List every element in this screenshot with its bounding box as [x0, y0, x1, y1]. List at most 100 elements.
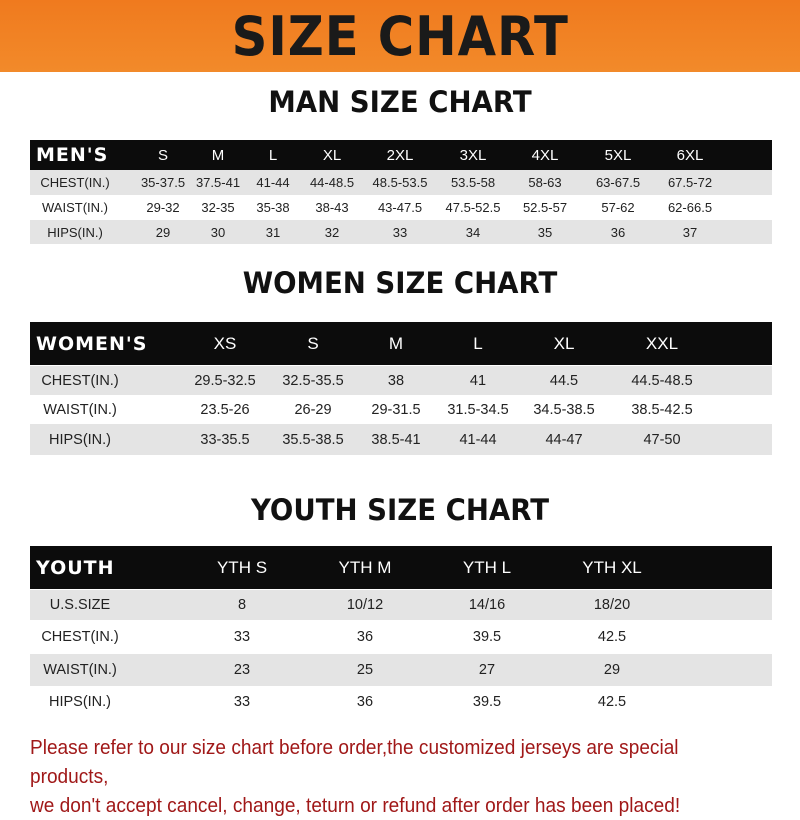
table-row: CHEST(IN.) 33 36 39.5 42.5 [30, 620, 772, 654]
table-cell: 37 [682, 224, 698, 240]
table-cell: 36 [356, 629, 374, 645]
table-cell: 48.5-53.5 [372, 175, 428, 190]
size-column-header: YTH M [338, 557, 392, 577]
table-cell: 32.5-35.5 [282, 372, 344, 389]
youth-header-row: YOUTH YTH S YTH M YTH L YTH XL [30, 546, 772, 589]
disclaimer-note: Please refer to our size chart before or… [30, 733, 737, 820]
table-cell: 42.5 [597, 694, 627, 710]
table-cell: 29.5-32.5 [194, 372, 256, 389]
table-cell: 38 [387, 372, 405, 389]
table-cell: 44-48.5 [309, 175, 355, 190]
table-cell: 10/12 [346, 597, 384, 613]
table-cell: 42.5 [597, 629, 627, 645]
table-cell: 14/16 [468, 597, 506, 613]
table-row: U.S.SIZE 8 10/12 14/16 18/20 [30, 590, 772, 620]
table-cell: 57-62 [601, 200, 635, 215]
men-table-title: MAN SIZE CHART [268, 85, 532, 119]
table-row: CHEST(IN.) 35-37.5 37.5-41 41-44 44-48.5 48.5… [30, 170, 772, 195]
measurement-label: WAIST(IN.) [42, 200, 108, 215]
table-cell: 35-38 [256, 200, 290, 215]
table-cell: 32 [324, 224, 340, 240]
table-cell: 29-32 [146, 200, 180, 215]
table-cell: 43-47.5 [377, 200, 423, 215]
size-column-header: S [307, 333, 319, 353]
row-header-label: WOMEN'S [36, 332, 148, 355]
measurement-label: U.S.SIZE [49, 597, 111, 613]
table-cell: 33 [233, 694, 251, 710]
measurement-label: CHEST(IN.) [41, 629, 119, 645]
measurement-label: HIPS(IN.) [48, 431, 112, 448]
table-cell: 26-29 [294, 401, 332, 418]
table-cell: 35 [537, 224, 553, 240]
table-cell: 44.5 [549, 372, 579, 389]
table-cell: 37.5-41 [195, 175, 241, 190]
women-header-row: WOMEN'S XS S M L XL XXL [30, 322, 772, 365]
size-column-header: YTH L [462, 557, 512, 577]
size-column-header: L [268, 146, 278, 164]
row-header-label: MEN'S [36, 144, 109, 166]
table-cell: 63-67.5 [595, 175, 641, 190]
table-cell: 39.5 [472, 694, 502, 710]
size-column-header: 3XL [459, 146, 487, 164]
youth-table-title: YOUTH SIZE CHART [250, 493, 550, 527]
table-cell: 41-44 [459, 431, 497, 448]
table-row: HIPS(IN.) 33-35.5 35.5-38.5 38.5-41 41-44 44-… [30, 424, 772, 455]
table-cell: 35.5-38.5 [282, 431, 344, 448]
table-cell: 44-47 [545, 431, 583, 448]
note-line-2: we don't accept cancel, change, teturn o… [30, 794, 681, 817]
table-cell: 27 [478, 662, 496, 678]
table-cell: 31.5-34.5 [447, 401, 509, 418]
table-cell: 33 [233, 629, 251, 645]
table-cell: 47-50 [643, 431, 681, 448]
measurement-label: HIPS(IN.) [48, 694, 112, 710]
size-column-header: 4XL [531, 146, 559, 164]
table-cell: 31 [265, 224, 281, 240]
size-column-header: XL [553, 333, 575, 353]
table-cell: 30 [210, 224, 226, 240]
table-row: WAIST(IN.) 29-32 32-35 35-38 38-43 43-47.5 47.… [30, 195, 772, 220]
table-cell: 33-35.5 [200, 431, 250, 448]
table-cell: 23 [233, 662, 251, 678]
size-column-header: XS [213, 333, 237, 353]
men-header-row: MEN'S S M L XL 2XL 3XL 4XL 5XL 6XL [30, 140, 772, 170]
table-cell: 29-31.5 [371, 401, 421, 418]
size-column-header: XL [322, 146, 342, 164]
size-column-header: M [211, 146, 225, 164]
table-cell: 62-66.5 [667, 200, 713, 215]
size-column-header: 2XL [386, 146, 414, 164]
note-line-1: Please refer to our size chart before or… [30, 736, 679, 788]
table-cell: 41-44 [256, 175, 290, 190]
row-header-label: YOUTH [36, 556, 115, 579]
women-table-title: WOMEN SIZE CHART [242, 266, 558, 300]
table-cell: 36 [610, 224, 626, 240]
table-cell: 44.5-48.5 [631, 372, 693, 389]
table-row: HIPS(IN.) 29 30 31 32 33 34 35 36 37 [30, 220, 772, 244]
size-column-header: L [473, 333, 483, 353]
table-cell: 29 [155, 224, 171, 240]
table-cell: 38-43 [315, 200, 349, 215]
table-cell: 58-63 [528, 175, 562, 190]
table-cell: 41 [469, 372, 487, 389]
table-cell: 32-35 [201, 200, 235, 215]
table-cell: 53.5-58 [450, 175, 496, 190]
size-column-header: YTH XL [582, 557, 642, 577]
table-cell: 38.5-42.5 [631, 401, 693, 418]
measurement-label: HIPS(IN.) [47, 224, 103, 240]
table-cell: 8 [237, 597, 247, 613]
table-cell: 18/20 [593, 597, 631, 613]
size-column-header: S [157, 146, 169, 164]
measurement-label: CHEST(IN.) [41, 372, 119, 389]
table-row: CHEST(IN.) 29.5-32.5 32.5-35.5 38 41 44.5 44.5… [30, 366, 772, 395]
table-cell: 25 [356, 662, 374, 678]
table-cell: 35-37.5 [140, 175, 186, 190]
size-column-header: 5XL [604, 146, 632, 164]
table-cell: 34 [465, 224, 481, 240]
table-cell: 38.5-41 [371, 431, 421, 448]
size-column-header: M [388, 333, 404, 353]
size-column-header: YTH S [216, 557, 268, 577]
table-cell: 34.5-38.5 [533, 401, 595, 418]
table-cell: 29 [603, 662, 621, 678]
table-cell: 39.5 [472, 629, 502, 645]
table-cell: 52.5-57 [522, 200, 568, 215]
table-cell: 67.5-72 [667, 175, 713, 190]
